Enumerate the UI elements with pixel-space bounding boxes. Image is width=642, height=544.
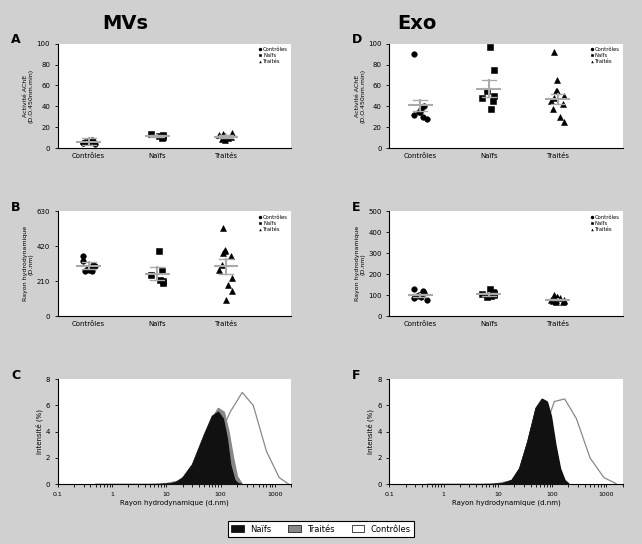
Text: C: C [11,369,20,382]
Legend: Contrôles, Naïfs, Traités: Contrôles, Naïfs, Traités [258,214,289,233]
Legend: Contrôles, Naïfs, Traités: Contrôles, Naïfs, Traités [590,46,620,65]
Text: MVs: MVs [102,14,148,33]
X-axis label: Rayon hydrodynamique (d.nm): Rayon hydrodynamique (d.nm) [120,499,229,506]
Y-axis label: Intensité (%): Intensité (%) [367,409,374,454]
Text: D: D [352,33,362,46]
Y-axis label: Rayon hydrodynamique
(D.nm): Rayon hydrodynamique (D.nm) [23,226,34,301]
Text: Exo: Exo [397,14,437,33]
Legend: Contrôles, Naïfs, Traités: Contrôles, Naïfs, Traités [258,46,289,65]
Text: B: B [11,201,21,214]
Y-axis label: Rayon hydrodynamique
(D.nm): Rayon hydrodynamique (D.nm) [354,226,365,301]
Text: F: F [352,369,360,382]
Y-axis label: Activité AChE
(D.O.450nm.min): Activité AChE (D.O.450nm.min) [23,69,34,123]
Y-axis label: Intensité (%): Intensité (%) [35,409,43,454]
Legend: Contrôles, Naïfs, Traités: Contrôles, Naïfs, Traités [590,214,620,233]
Text: E: E [352,201,360,214]
X-axis label: Rayon hydrodynamique (d.nm): Rayon hydrodynamique (d.nm) [451,499,560,506]
Legend: Naïfs, Traités, Contrôles: Naïfs, Traités, Contrôles [228,522,414,537]
Text: A: A [11,33,21,46]
Y-axis label: Activité AChE
(D.O.450nm.min): Activité AChE (D.O.450nm.min) [354,69,365,123]
